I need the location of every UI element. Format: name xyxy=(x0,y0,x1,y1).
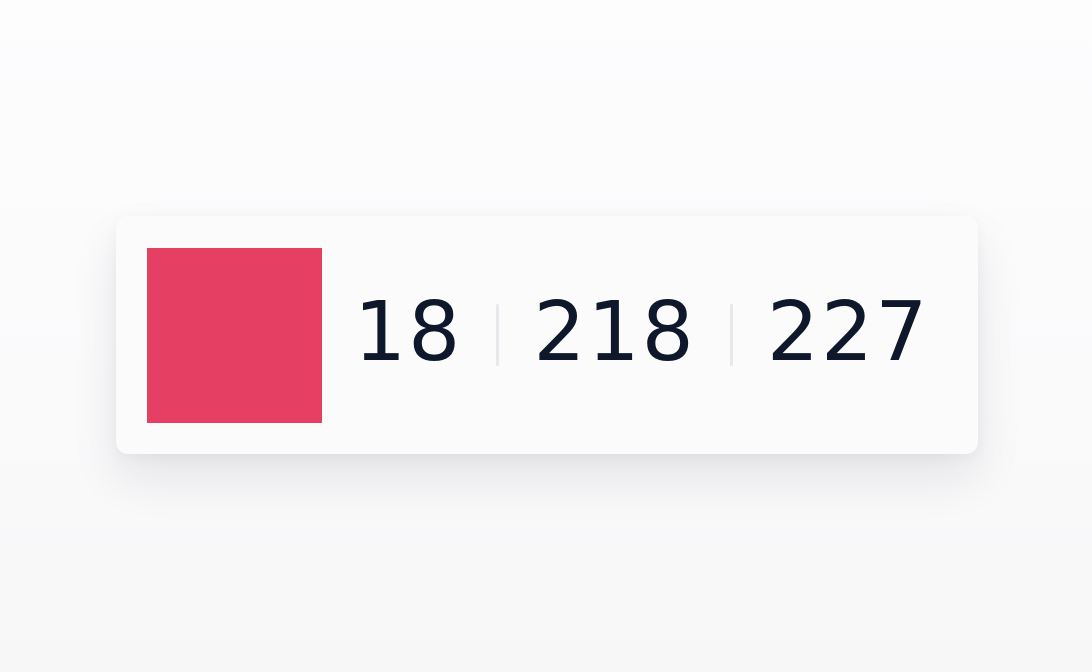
color-component-3: 227 xyxy=(766,285,930,380)
value-divider xyxy=(496,304,500,366)
color-card: 18 218 227 xyxy=(116,216,978,454)
color-swatch xyxy=(147,248,322,423)
color-component-1: 18 xyxy=(354,285,463,380)
value-divider xyxy=(729,304,733,366)
color-component-2: 218 xyxy=(533,285,696,380)
color-values: 18 218 227 xyxy=(354,216,929,454)
